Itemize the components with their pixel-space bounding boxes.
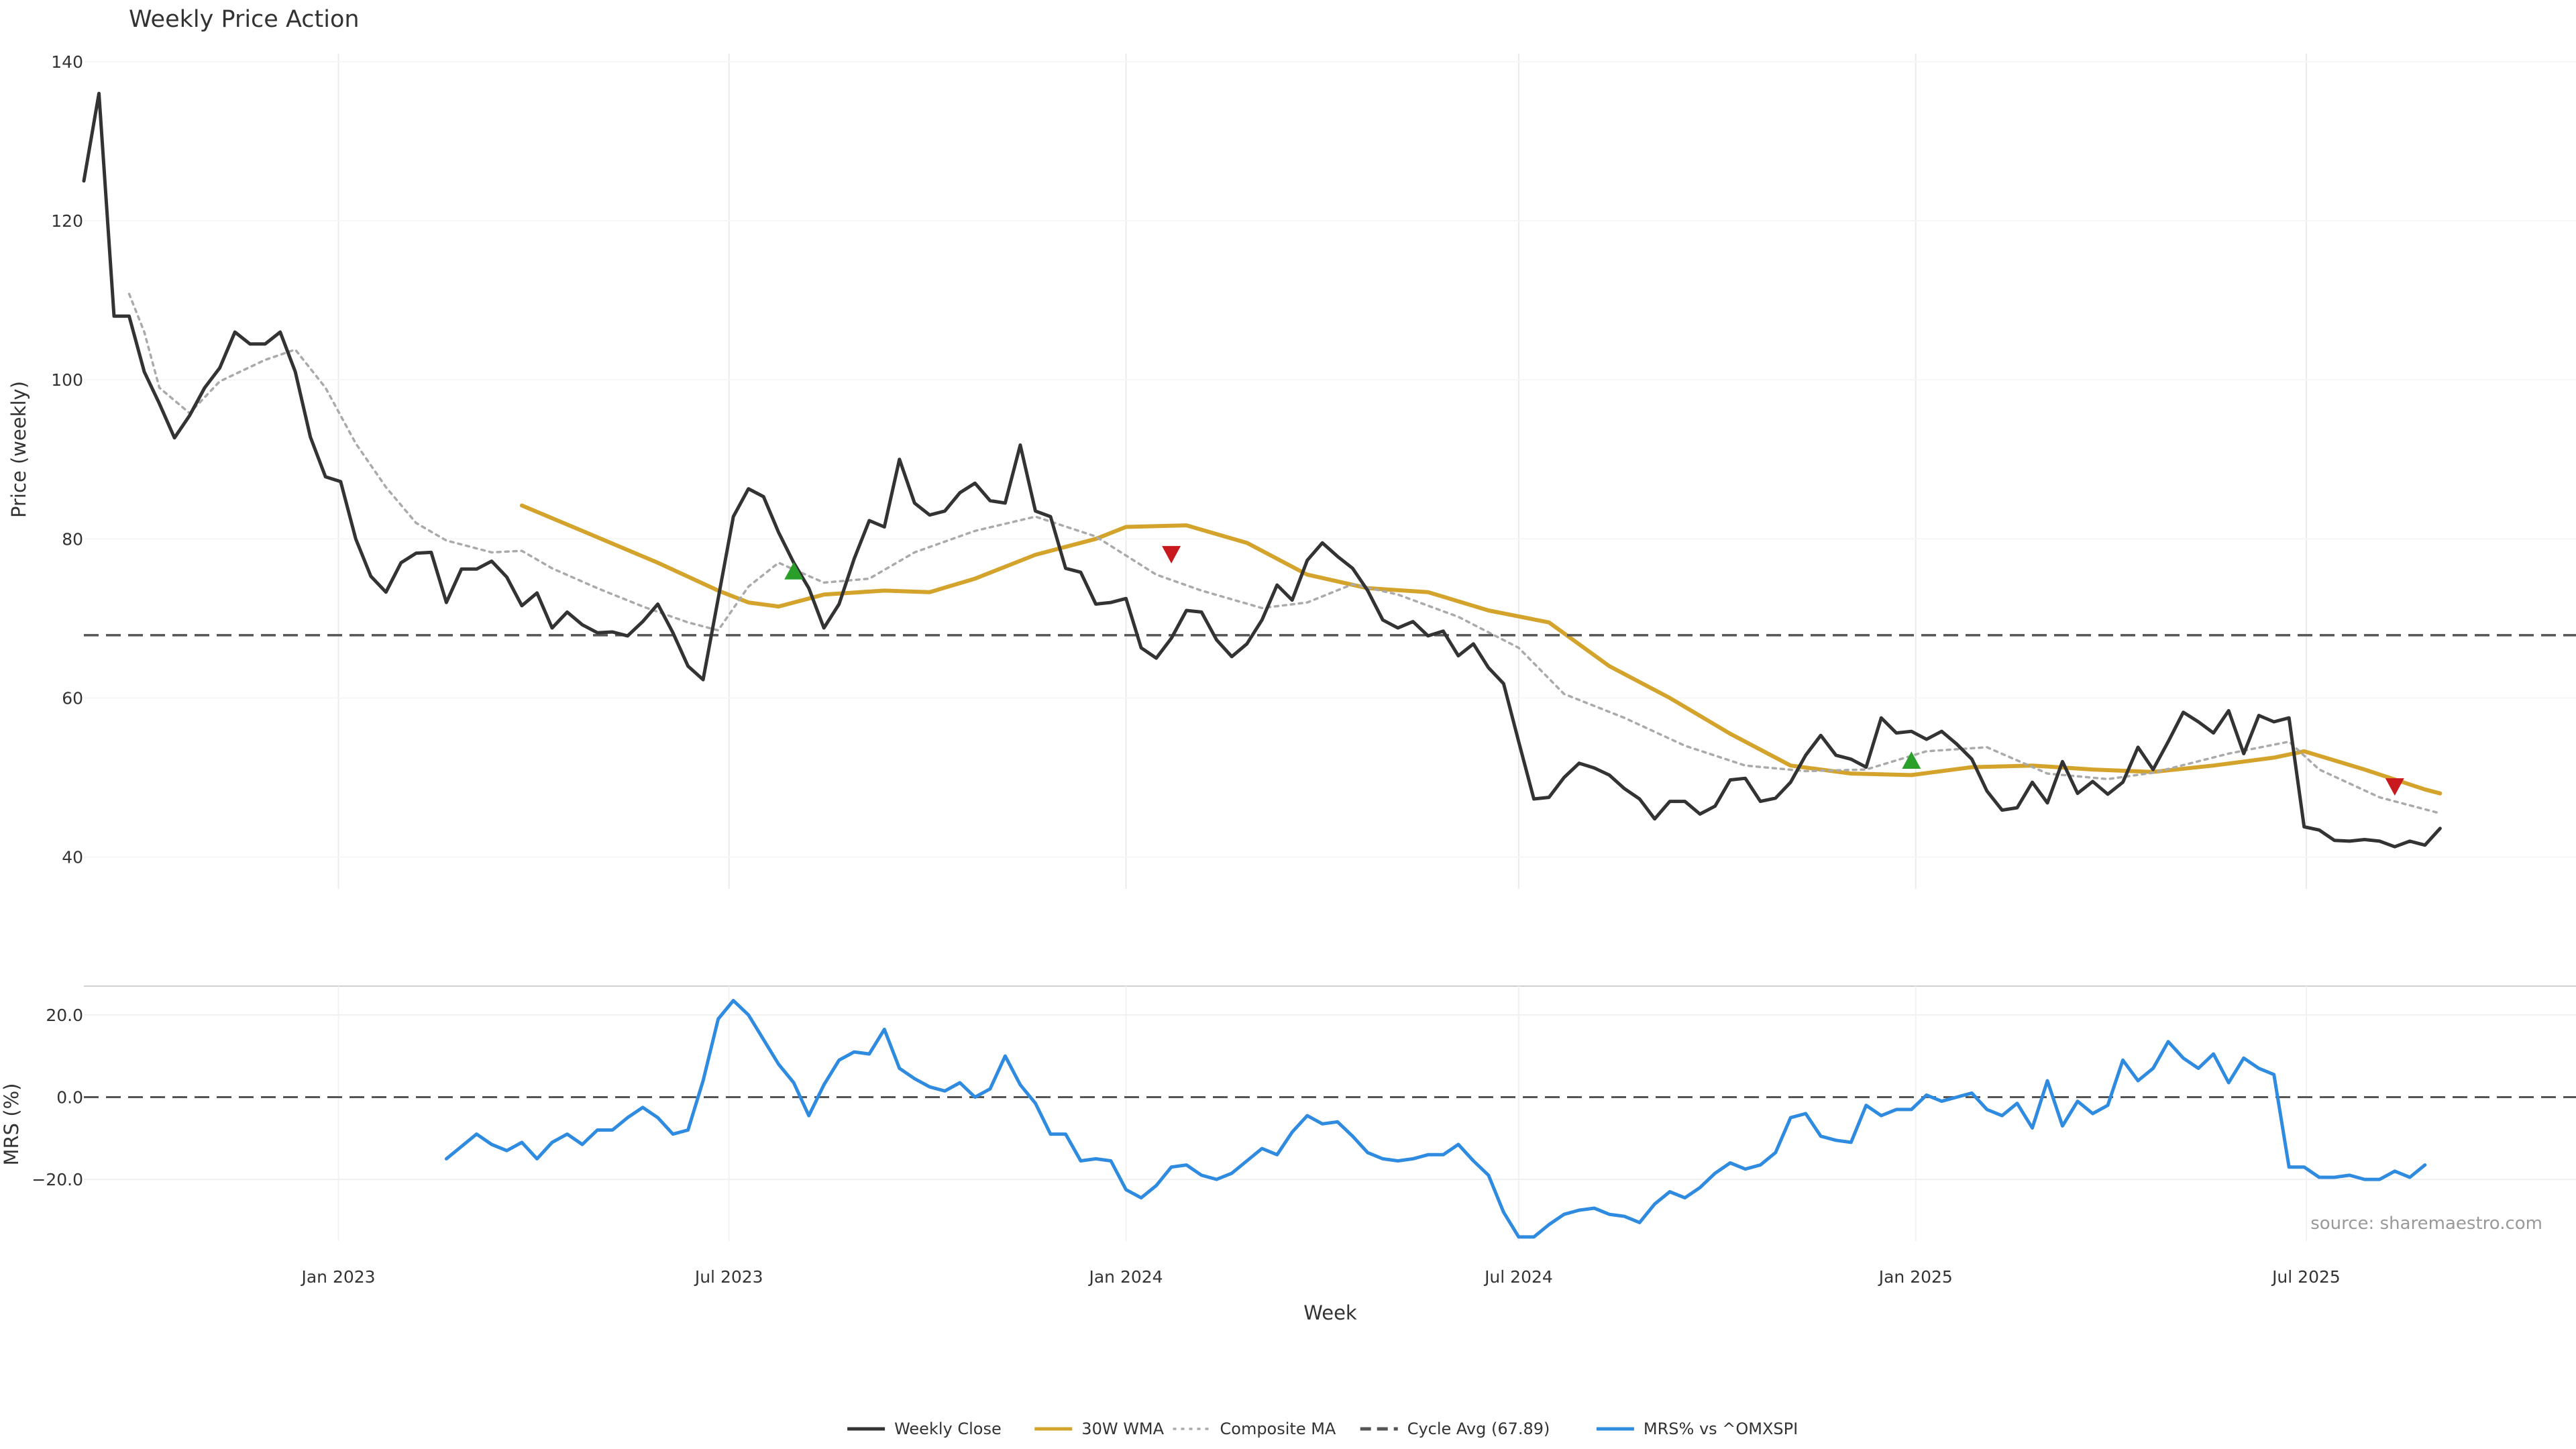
legend-label: MRS% vs ^OMXSPI: [1644, 1419, 1798, 1438]
legend-label: Cycle Avg (67.89): [1407, 1419, 1550, 1438]
chart-title: Weekly Price Action: [129, 6, 360, 33]
x-axis-label: Week: [1303, 1301, 1357, 1324]
mrs-grid: [84, 986, 2576, 1241]
source-credit: source: sharemaestro.com: [2310, 1214, 2542, 1234]
price-grid: [84, 54, 2576, 889]
signal-markers: [784, 545, 2404, 796]
composite-ma-line: [127, 292, 2442, 815]
x-tick-label: Jan 2023: [300, 1267, 375, 1287]
x-tick-label: Jul 2025: [2271, 1267, 2341, 1287]
legend-label: Weekly Close: [894, 1419, 1002, 1438]
price-y-tick-label: 100: [51, 370, 83, 390]
30w-wma-line: [519, 503, 2443, 796]
mrs-y-axis-label: MRS (%): [0, 1083, 23, 1166]
weekly-close-line: [82, 91, 2442, 849]
x-tick-label: Jan 2025: [1878, 1267, 1953, 1287]
buy-signal-marker: [1902, 751, 1921, 769]
legend: Weekly Close 30W WMA Composite MA Cycle Avg…: [847, 1419, 1798, 1438]
mrs-y-tick-label: −20.0: [32, 1170, 83, 1189]
x-tick-label: Jul 2023: [694, 1267, 763, 1287]
price-y-tick-label: 40: [62, 848, 83, 867]
price-y-tick-label: 80: [62, 529, 83, 549]
price-y-tick-label: 140: [51, 52, 83, 72]
price-y-tick-label: 120: [51, 211, 83, 231]
price-y-axis-label: Price (weekly): [7, 381, 30, 518]
sell-signal-marker: [2385, 778, 2404, 796]
buy-signal-marker: [784, 561, 804, 580]
mrs-series: [444, 999, 2427, 1239]
mrs-panel: 20.0 0.0 −20.0 MRS (%) source: sharemaestr…: [0, 986, 2576, 1241]
price-y-tick-label: 60: [62, 688, 83, 708]
legend-label: Composite MA: [1220, 1419, 1336, 1438]
sell-signal-marker: [1162, 545, 1181, 564]
mrs-line: [444, 999, 2427, 1239]
price-y-ticks: 40 60 80 100 120 140: [51, 52, 83, 867]
x-tick-label: Jan 2024: [1087, 1267, 1163, 1287]
mrs-y-tick-label: 20.0: [46, 1006, 83, 1025]
price-series: [82, 91, 2576, 849]
x-tick-label: Jul 2024: [1483, 1267, 1553, 1287]
price-panel: 40 60 80 100 120 140 Price (weekly): [7, 52, 2576, 889]
mrs-y-ticks: 20.0 0.0 −20.0: [32, 1006, 83, 1189]
x-axis-ticks: Jan 2023 Jul 2023 Jan 2024 Jul 2024 Jan 2025…: [300, 1267, 2340, 1287]
mrs-y-tick-label: 0.0: [56, 1087, 83, 1107]
legend-label: 30W WMA: [1081, 1419, 1164, 1438]
